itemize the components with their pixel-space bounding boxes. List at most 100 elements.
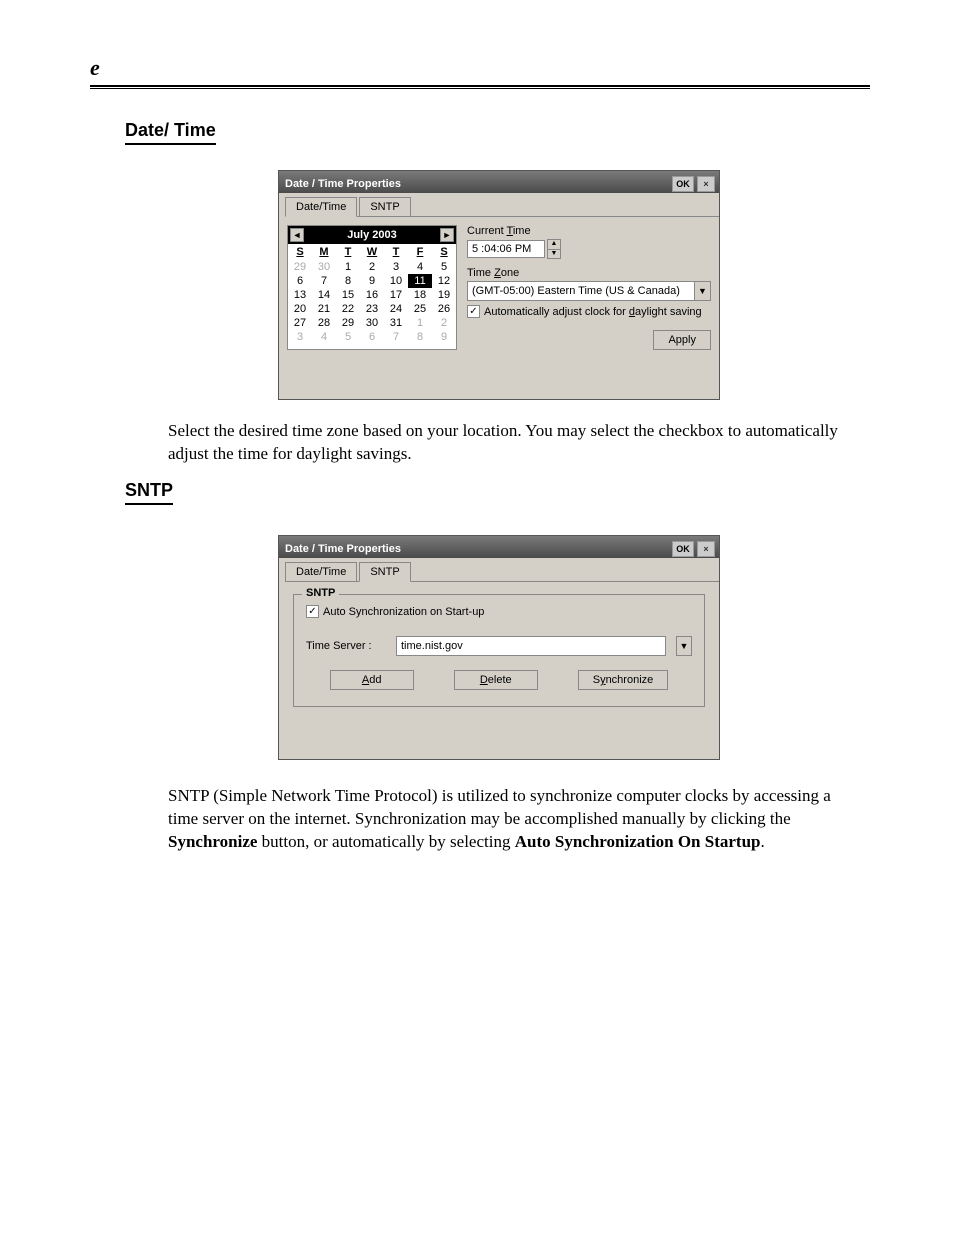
calendar-day[interactable]: 1	[336, 260, 360, 274]
calendar-day[interactable]: 13	[288, 288, 312, 302]
text2-bold1: Synchronize	[168, 832, 257, 851]
calendar-day[interactable]: 30	[360, 316, 384, 330]
section-heading-datetime: Date/ Time	[125, 120, 216, 145]
time-spinner[interactable]: ▲▼	[547, 239, 561, 259]
calendar-day[interactable]: 4	[408, 260, 432, 274]
calendar-dow: T	[384, 244, 408, 260]
datetime-properties-dialog: Date / Time Properties OK × Date/Time SN…	[278, 170, 720, 400]
page-header-rule	[90, 85, 870, 89]
calendar-next-button[interactable]: ►	[440, 228, 454, 242]
calendar-day[interactable]: 29	[336, 316, 360, 330]
calendar-day[interactable]: 15	[336, 288, 360, 302]
tab-sntp[interactable]: SNTP	[359, 562, 410, 582]
autosync-checkbox[interactable]: ✓	[306, 605, 319, 618]
calendar-day[interactable]: 20	[288, 302, 312, 316]
close-button[interactable]: ×	[697, 176, 715, 192]
groupbox-label: SNTP	[302, 587, 339, 599]
calendar-day-other[interactable]: 2	[432, 316, 456, 330]
calendar-day[interactable]: 16	[360, 288, 384, 302]
tab-sntp[interactable]: SNTP	[359, 197, 410, 216]
right-column: Current Time ▲▼ Time Zone (GMT-05:00) Ea…	[467, 225, 711, 350]
calendar-day[interactable]: 18	[408, 288, 432, 302]
tab-datetime[interactable]: Date/Time	[285, 562, 357, 581]
current-time-label: Current Time	[467, 225, 711, 237]
calendar-day[interactable]: 9	[360, 274, 384, 288]
apply-button[interactable]: Apply	[653, 330, 711, 350]
calendar-grid: SMTWTFS293012345678910111213141516171819…	[288, 244, 456, 344]
body-text-2: SNTP (Simple Network Time Protocol) is u…	[168, 785, 850, 854]
calendar-dow: M	[312, 244, 336, 260]
calendar-day[interactable]: 2	[360, 260, 384, 274]
text2-bold2: Auto Synchronization On Startup	[515, 832, 761, 851]
dst-label: Automatically adjust clock for daylight …	[484, 306, 702, 318]
calendar-day[interactable]: 27	[288, 316, 312, 330]
timeserver-input[interactable]: time.nist.gov	[396, 636, 666, 656]
calendar-day-other[interactable]: 6	[360, 330, 384, 344]
calendar-day[interactable]: 12	[432, 274, 456, 288]
timezone-label: Time Zone	[467, 267, 711, 279]
calendar-day-other[interactable]: 5	[336, 330, 360, 344]
calendar-day[interactable]: 5	[432, 260, 456, 274]
delete-button[interactable]: Delete	[454, 670, 538, 690]
calendar-day-other[interactable]: 4	[312, 330, 336, 344]
chevron-down-icon[interactable]: ▼	[676, 636, 692, 656]
calendar-day-other[interactable]: 30	[312, 260, 336, 274]
calendar-day[interactable]: 17	[384, 288, 408, 302]
calendar-day[interactable]: 22	[336, 302, 360, 316]
title-buttons: OK ×	[672, 176, 715, 192]
calendar-day[interactable]: 8	[336, 274, 360, 288]
chevron-down-icon: ▼	[694, 282, 710, 300]
text2-part1: SNTP (Simple Network Time Protocol) is u…	[168, 786, 831, 828]
tab-datetime[interactable]: Date/Time	[285, 197, 357, 217]
calendar-day[interactable]: 14	[312, 288, 336, 302]
apply-row: Apply	[467, 330, 711, 350]
calendar-day[interactable]: 31	[384, 316, 408, 330]
tabstrip: Date/Time SNTP	[285, 562, 719, 582]
calendar-day[interactable]: 28	[312, 316, 336, 330]
calendar-day[interactable]: 25	[408, 302, 432, 316]
calendar-day[interactable]: 3	[384, 260, 408, 274]
dialog-body: ◄ July 2003 ► SMTWTFS2930123456789101112…	[279, 217, 719, 358]
dialog-titlebar: Date / Time Properties OK ×	[279, 171, 719, 193]
close-button[interactable]: ×	[697, 541, 715, 557]
calendar-day[interactable]: 11	[408, 274, 432, 288]
calendar-day-other[interactable]: 9	[432, 330, 456, 344]
ok-button[interactable]: OK	[672, 541, 694, 557]
calendar: ◄ July 2003 ► SMTWTFS2930123456789101112…	[287, 225, 457, 350]
calendar-day-other[interactable]: 3	[288, 330, 312, 344]
calendar-day[interactable]: 6	[288, 274, 312, 288]
dialog-title: Date / Time Properties	[285, 178, 401, 190]
calendar-day[interactable]: 7	[312, 274, 336, 288]
dialog-body: SNTP ✓ Auto Synchronization on Start-up …	[279, 582, 719, 719]
calendar-day-other[interactable]: 7	[384, 330, 408, 344]
ok-button[interactable]: OK	[672, 176, 694, 192]
heading-sntp-text: SNTP	[125, 480, 173, 505]
calendar-day[interactable]: 23	[360, 302, 384, 316]
calendar-day[interactable]: 21	[312, 302, 336, 316]
text2-mid: button, or automatically by selecting	[257, 832, 514, 851]
calendar-day-other[interactable]: 1	[408, 316, 432, 330]
calendar-day-other[interactable]: 8	[408, 330, 432, 344]
timezone-value: (GMT-05:00) Eastern Time (US & Canada)	[468, 285, 694, 297]
calendar-day[interactable]: 26	[432, 302, 456, 316]
add-button[interactable]: Add	[330, 670, 414, 690]
server-row: Time Server : time.nist.gov ▼	[306, 636, 692, 656]
time-input[interactable]	[467, 240, 545, 258]
calendar-day-other[interactable]: 29	[288, 260, 312, 274]
page-header-letter: e	[90, 55, 100, 81]
calendar-day[interactable]: 24	[384, 302, 408, 316]
calendar-day[interactable]: 19	[432, 288, 456, 302]
calendar-dow: S	[432, 244, 456, 260]
calendar-dow: F	[408, 244, 432, 260]
synchronize-button[interactable]: Synchronize	[578, 670, 669, 690]
timezone-dropdown[interactable]: (GMT-05:00) Eastern Time (US & Canada) ▼	[467, 281, 711, 301]
dst-checkbox[interactable]: ✓	[467, 305, 480, 318]
calendar-dow: W	[360, 244, 384, 260]
button-row: Add Delete Synchronize	[306, 670, 692, 690]
dst-row: ✓ Automatically adjust clock for dayligh…	[467, 305, 711, 318]
dialog-titlebar: Date / Time Properties OK ×	[279, 536, 719, 558]
calendar-prev-button[interactable]: ◄	[290, 228, 304, 242]
calendar-dow: T	[336, 244, 360, 260]
calendar-month-label: July 2003	[347, 229, 397, 241]
calendar-day[interactable]: 10	[384, 274, 408, 288]
